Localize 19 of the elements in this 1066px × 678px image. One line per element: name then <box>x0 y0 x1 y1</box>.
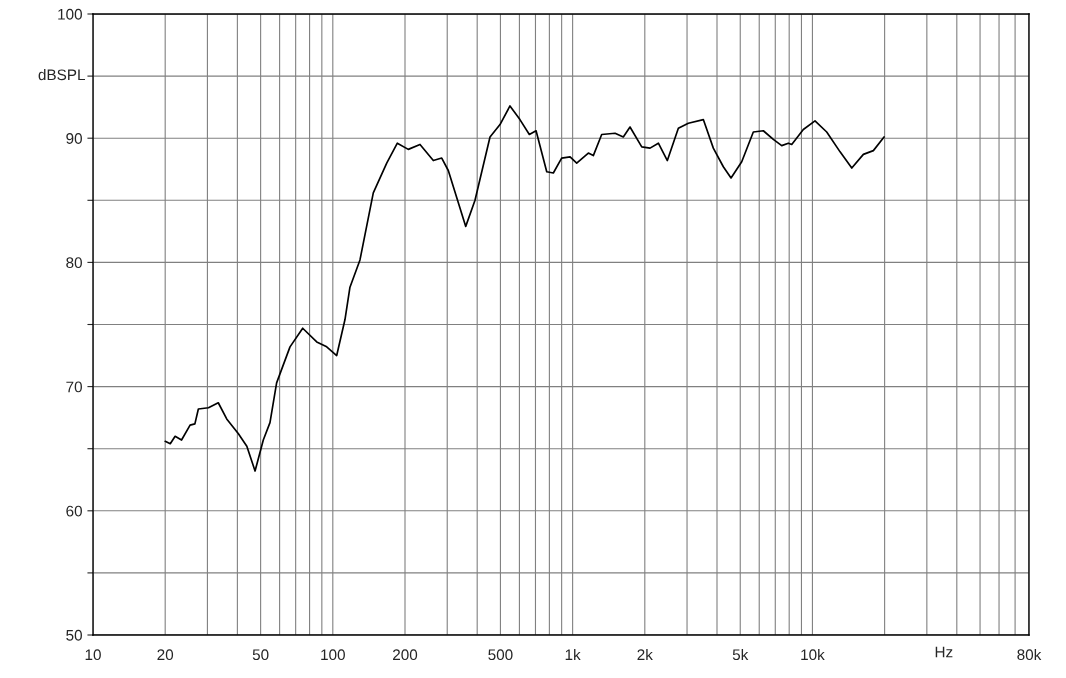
x-tick-label: 1k <box>565 648 581 660</box>
y-axis-title: dBSPL <box>38 68 86 81</box>
x-tick-label: 80k <box>1017 648 1042 661</box>
x-tick-label: 500 <box>488 649 513 661</box>
x-tick-label: 50 <box>252 649 269 661</box>
x-tick-label: 100 <box>321 649 345 661</box>
y-tick-label: 90 <box>66 133 82 144</box>
x-tick-label: 10 <box>85 649 101 661</box>
y-tick-label: 50 <box>66 629 82 641</box>
y-tick-label: 100 <box>58 8 82 20</box>
x-tick-label: 2k <box>637 648 653 660</box>
x-tick-label: 5k <box>732 648 749 661</box>
x-tick-label: 200 <box>393 649 418 661</box>
y-tick-label: 60 <box>66 505 82 517</box>
x-axis-title: Hz <box>935 646 953 658</box>
y-tick-label: 80 <box>66 257 82 269</box>
x-tick-label: 20 <box>157 649 174 661</box>
y-tick-label: 70 <box>66 381 82 393</box>
x-tick-label: 10k <box>801 648 825 661</box>
